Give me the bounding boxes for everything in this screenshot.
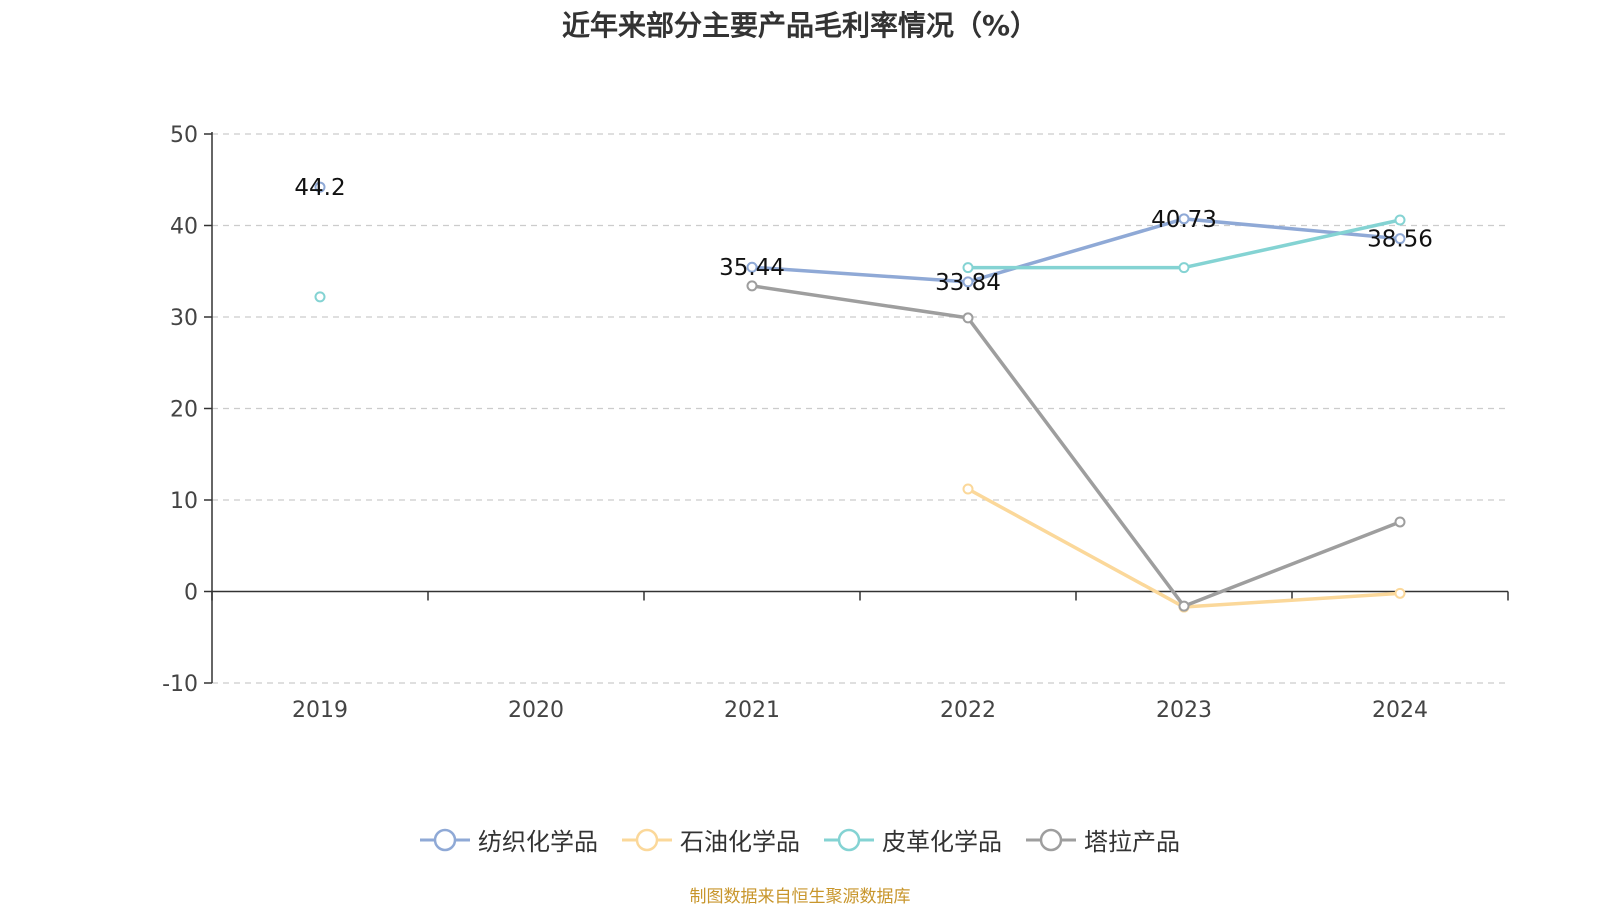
chart-title: 近年来部分主要产品毛利率情况（%） xyxy=(561,9,1039,42)
data-label: 40.73 xyxy=(1151,207,1217,233)
y-tick-label: 50 xyxy=(170,123,198,148)
data-point xyxy=(962,483,974,495)
series-lines xyxy=(751,217,1401,609)
y-tick-label: 20 xyxy=(170,398,198,423)
line-chart: 50 40 30 20 10 0 -10 2019 2020 2021 2022 2023 2024 4… xyxy=(162,123,1509,723)
x-tick-label: 2019 xyxy=(292,698,348,723)
legend-label: 纺织化学品 xyxy=(478,828,598,856)
data-label: 44.2 xyxy=(294,175,345,201)
x-tick-label: 2022 xyxy=(940,698,996,723)
legend-item[interactable]: 皮革化学品 xyxy=(824,822,1002,857)
data-labels: 44.2 35.44 33.84 40.73 38.56 xyxy=(294,175,1433,296)
legend-label: 石油化学品 xyxy=(680,828,800,856)
y-tick-label: -10 xyxy=(162,672,198,697)
data-point xyxy=(746,280,758,292)
series-line-0 xyxy=(751,217,1401,284)
series-line-3 xyxy=(751,284,1401,608)
data-point xyxy=(314,181,326,193)
y-tick-label: 30 xyxy=(170,306,198,331)
source-note: 制图数据来自恒生聚源数据库 xyxy=(689,887,911,907)
data-point xyxy=(1394,587,1406,599)
data-label: 33.84 xyxy=(935,270,1001,296)
y-tick-label: 10 xyxy=(170,489,198,514)
y-tick-label: 0 xyxy=(184,581,198,606)
data-point xyxy=(746,261,758,273)
axes: 50 40 30 20 10 0 -10 2019 2020 2021 2022 2023 2024 xyxy=(162,123,1509,723)
legend: 纺织化学品 石油化学品 皮革化学品 塔拉产品 xyxy=(0,822,1600,857)
data-point xyxy=(314,291,326,303)
legend-item[interactable]: 纺织化学品 xyxy=(420,822,598,857)
legend-circle xyxy=(433,828,457,851)
x-tick-label: 2024 xyxy=(1372,698,1428,723)
data-point xyxy=(1394,233,1406,245)
x-tick-label: 2021 xyxy=(724,698,780,723)
y-tick-label: 40 xyxy=(170,215,198,240)
data-label: 38.56 xyxy=(1367,227,1433,253)
legend-circle xyxy=(1039,828,1063,851)
data-point xyxy=(1394,516,1406,528)
x-tick-label: 2020 xyxy=(508,698,564,723)
data-point xyxy=(1178,213,1190,225)
legend-label: 皮革化学品 xyxy=(882,828,1002,856)
data-points xyxy=(314,181,1406,613)
grid-lines xyxy=(212,133,1508,684)
data-point xyxy=(962,262,974,274)
data-point xyxy=(1394,214,1406,226)
legend-circle xyxy=(635,828,659,851)
x-tick-label: 2023 xyxy=(1156,698,1212,723)
data-point xyxy=(1178,600,1190,612)
legend-marker-icon xyxy=(824,828,874,851)
data-label: 35.44 xyxy=(719,255,785,281)
legend-marker-icon xyxy=(1026,828,1076,851)
legend-item[interactable]: 石油化学品 xyxy=(622,822,800,857)
legend-circle xyxy=(837,828,861,851)
data-point xyxy=(1178,262,1190,274)
legend-item[interactable]: 塔拉产品 xyxy=(1026,822,1180,857)
legend-marker-icon xyxy=(420,828,470,851)
data-point xyxy=(962,312,974,324)
legend-marker-icon xyxy=(622,828,672,851)
data-point xyxy=(962,276,974,288)
legend-label: 塔拉产品 xyxy=(1084,828,1180,856)
